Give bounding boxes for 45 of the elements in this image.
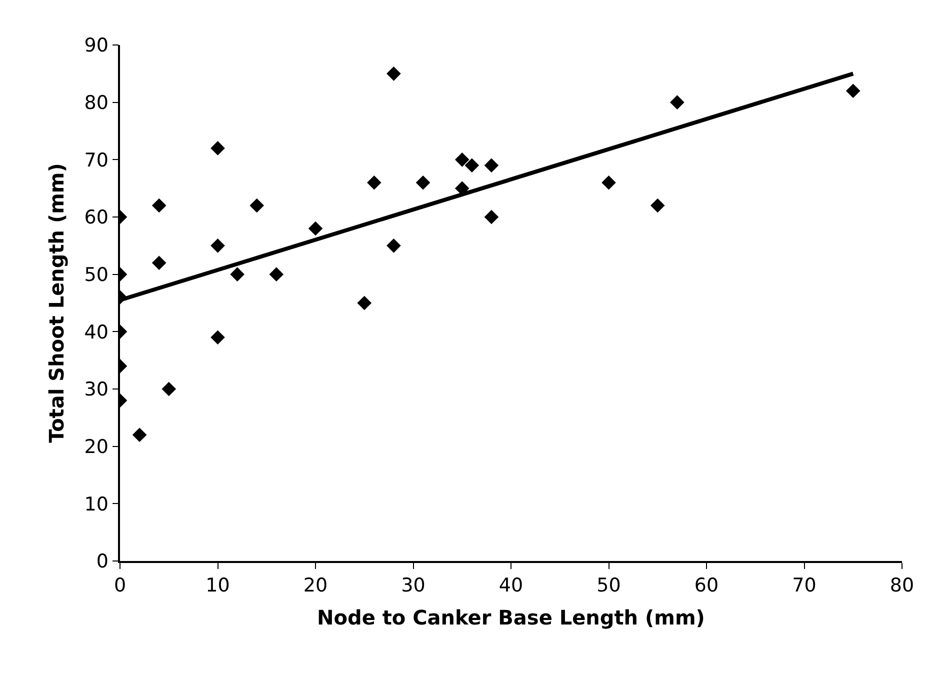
point: [386, 238, 401, 253]
y-tick-label: 80: [84, 92, 108, 114]
point: [386, 66, 401, 81]
point: [308, 221, 323, 236]
point: [464, 158, 480, 173]
point: [152, 256, 166, 270]
x-tick-label: 20: [303, 574, 328, 597]
point: [454, 152, 470, 167]
point: [210, 330, 225, 345]
x-tick-label: 70: [792, 574, 816, 597]
y-tick-label: 20: [84, 436, 108, 458]
point: [230, 267, 244, 282]
point: [484, 210, 499, 224]
point: [357, 296, 372, 310]
point: [602, 175, 616, 190]
x-tick-label: 0: [114, 574, 126, 597]
x-tick-label: 50: [596, 574, 621, 597]
point: [650, 198, 665, 213]
point: [367, 175, 382, 190]
x-axis-title: Node to Canker Base Length (mm): [317, 606, 705, 630]
point: [210, 141, 225, 156]
x-tick-label: 10: [206, 574, 230, 597]
y-tick-label: 40: [84, 321, 108, 344]
point: [210, 238, 225, 253]
y-axis-title: Total Shoot Length (mm): [44, 163, 68, 443]
point: [670, 95, 684, 110]
y-tick-label: 50: [84, 264, 108, 286]
x-tick-label: 80: [890, 574, 914, 597]
y-tick-label: 30: [84, 378, 108, 401]
y-tick-label: 60: [84, 206, 108, 229]
point: [269, 267, 284, 282]
x-tick-label: 30: [401, 574, 426, 597]
point: [250, 198, 264, 213]
point: [152, 198, 166, 213]
y-tick-label: 0: [96, 550, 108, 573]
point: [416, 175, 430, 190]
y-tick-label: 90: [84, 34, 108, 57]
point: [162, 382, 176, 396]
y-tick-label: 10: [84, 493, 108, 516]
point: [846, 84, 860, 98]
point: [132, 428, 147, 442]
y-tick-label: 70: [84, 149, 108, 172]
x-tick-label: 60: [694, 574, 719, 597]
x-tick-label: 40: [498, 574, 524, 597]
point: [484, 158, 499, 173]
